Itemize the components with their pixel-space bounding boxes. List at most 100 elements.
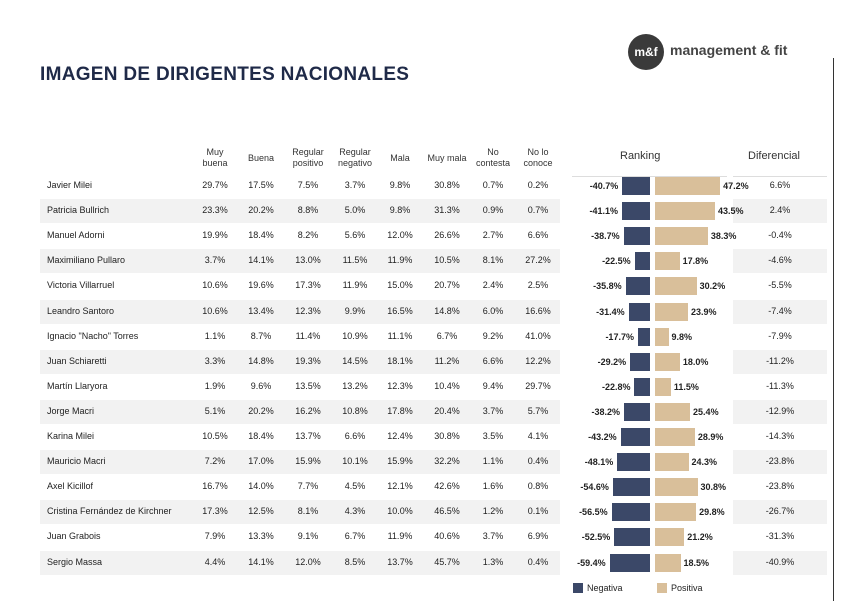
bar-positiva	[655, 428, 695, 446]
row-band	[733, 249, 827, 274]
value-label: 28.9%	[697, 432, 724, 442]
legend-label: Positiva	[671, 583, 703, 593]
value-label: -59.4%	[577, 557, 606, 568]
bar-negativa	[622, 202, 650, 221]
cell: 0.8%	[527, 481, 549, 492]
bar-negativa	[634, 377, 650, 396]
row-band	[40, 450, 560, 475]
row-name: Mauricio Macri	[47, 456, 106, 467]
cell: 11.9%	[342, 280, 368, 291]
cell: 15.9%	[295, 456, 321, 467]
diferencial: -26.7%	[765, 506, 795, 517]
cell: 13.7%	[387, 556, 413, 567]
cell: 32.2%	[434, 456, 460, 467]
value-label: 47.2%	[723, 181, 749, 191]
title: IMAGEN DE DIRIGENTES NACIONALES	[40, 64, 410, 85]
row-name: Juan Grabois	[47, 531, 101, 542]
cell: 19.9%	[202, 230, 228, 241]
cell: 8.2%	[297, 230, 319, 241]
cell: 13.0%	[295, 255, 321, 266]
bar-negativa	[611, 503, 650, 522]
row-band	[733, 349, 827, 374]
value-label: 24.3%	[691, 457, 718, 468]
row-band	[40, 399, 560, 424]
row-band	[733, 450, 827, 475]
bar-positiva	[655, 478, 698, 497]
value-label: -35.8%	[593, 281, 622, 292]
value-label: -52.5%	[581, 532, 611, 543]
row-name: Leandro Santoro	[47, 305, 115, 316]
cell: 18.1%	[387, 355, 413, 366]
value-label: -29.2%	[597, 356, 627, 367]
cell: 17.8%	[387, 405, 413, 416]
cell: 9.1%	[297, 531, 319, 542]
cell: 0.4%	[527, 556, 549, 567]
row-name: Javier Milei	[47, 180, 93, 190]
cell: 10.6%	[202, 305, 228, 316]
cell: 19.6%	[248, 280, 274, 291]
value-label: -38.7%	[591, 231, 620, 242]
cell: 29.7%	[525, 380, 551, 391]
column-header: Buena	[247, 152, 275, 163]
bar-negativa	[637, 327, 650, 346]
row-name: Martín Llaryora	[47, 380, 108, 391]
cell: 10.6%	[202, 280, 228, 291]
divider	[833, 58, 834, 601]
header-rule	[572, 176, 727, 177]
value-label: 21.2%	[687, 532, 713, 543]
bar-negativa	[614, 528, 650, 547]
cell: 9.8%	[389, 205, 411, 216]
row-band	[40, 249, 560, 274]
bar-positiva	[655, 402, 691, 421]
diferencial: -14.3%	[765, 431, 795, 441]
bar-positiva	[655, 327, 669, 346]
logo-mark: m&f	[628, 34, 664, 70]
row-band	[40, 349, 560, 374]
diferencial: -7.9%	[768, 330, 792, 341]
diferencial: -0.4%	[768, 230, 792, 241]
row-band	[733, 550, 827, 575]
value-label: 11.5%	[673, 381, 699, 392]
cell: 1.9%	[204, 380, 226, 391]
bar-positiva	[655, 252, 680, 271]
bar-negativa	[634, 252, 650, 271]
value-label: -38.2%	[591, 406, 621, 417]
cell: 18.4%	[248, 230, 274, 241]
legend-swatch	[573, 583, 583, 593]
cell: 13.5%	[295, 380, 321, 391]
value-label: -17.7%	[605, 331, 634, 342]
ranking-header: Ranking	[620, 150, 661, 162]
row-band	[40, 550, 560, 575]
value-label: 25.4%	[693, 406, 719, 417]
cell: 20.4%	[434, 405, 460, 416]
cell: 0.9%	[482, 205, 504, 216]
cell: 8.1%	[482, 255, 504, 266]
diferencial: -11.2%	[766, 355, 794, 366]
cell: 10.5%	[434, 255, 460, 266]
diferencial-header: Diferencial	[748, 150, 800, 162]
row-name: Manuel Adorni	[47, 230, 105, 241]
cell: 4.1%	[527, 431, 549, 441]
row-name: Sergio Massa	[47, 556, 103, 567]
cell: 31.3%	[434, 205, 460, 216]
cell: 5.1%	[204, 405, 226, 416]
cell: 18.4%	[248, 431, 274, 441]
cell: 1.1%	[482, 456, 504, 467]
row-name: Patricia Bullrich	[47, 205, 110, 216]
value-label: -22.5%	[602, 256, 631, 267]
cell: 10.9%	[342, 330, 368, 341]
cell: 8.1%	[297, 506, 319, 517]
bar-negativa	[623, 227, 650, 246]
cell: 1.3%	[482, 556, 504, 567]
legend-label: Negativa	[587, 583, 623, 593]
bar-positiva	[655, 553, 681, 572]
cell: 1.1%	[204, 330, 226, 341]
cell: 15.9%	[387, 456, 413, 467]
cell: 30.8%	[434, 431, 460, 441]
row-name: Cristina Fernández de Kirchner	[47, 506, 172, 517]
cell: 23.3%	[202, 205, 228, 216]
cell: 7.9%	[204, 531, 226, 542]
value-label: -56.5%	[579, 507, 608, 518]
cell: 3.7%	[204, 255, 226, 266]
value-label: 43.5%	[718, 206, 744, 217]
